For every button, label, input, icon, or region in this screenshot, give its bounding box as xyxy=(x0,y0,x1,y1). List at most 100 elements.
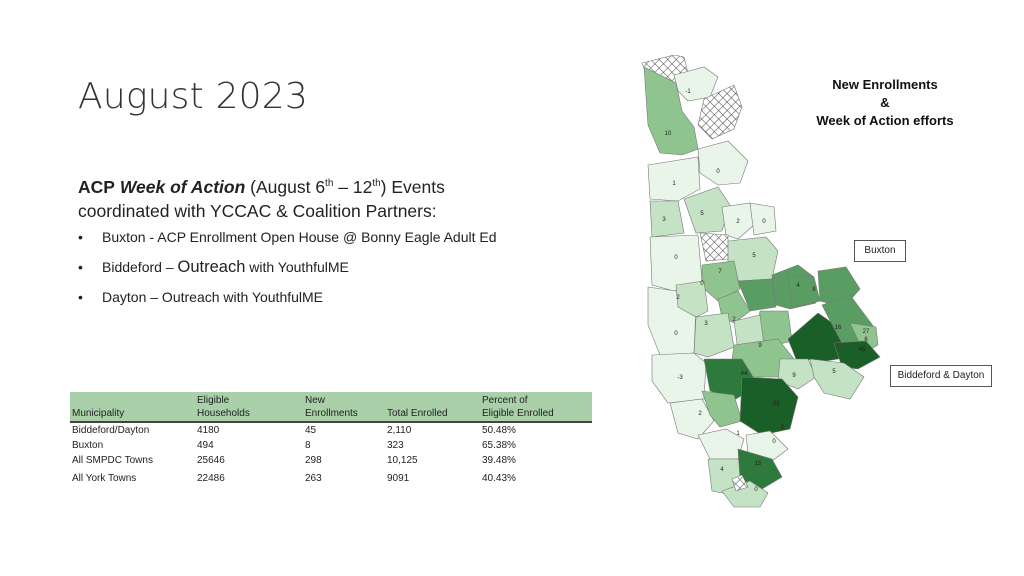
list-item: • Dayton – Outreach with YouthfulME xyxy=(78,288,598,306)
map-title: New Enrollments & Week of Action efforts xyxy=(816,77,954,128)
heading-sup-1: th xyxy=(325,178,334,189)
town-label: 10 xyxy=(665,131,672,137)
bullet-text-emphasis: Outreach xyxy=(177,258,246,276)
town-enrollment-map: -1 10 0 1 3 5 2 0 0 5 7 4 8 2 0 3 2 16 2… xyxy=(641,55,881,508)
callout-buxton: Buxton xyxy=(854,240,906,262)
cell-new: 45 xyxy=(305,425,317,436)
heading-date-end: – 12 xyxy=(338,176,373,197)
town-label: 4 xyxy=(796,283,800,289)
events-heading: ACP Week of Action (August 6th – 12th) E… xyxy=(78,172,518,223)
header-percent-enrolled: Percent of Eligible Enrolled xyxy=(480,392,592,423)
cell-percent: 50.48% xyxy=(482,425,516,436)
bullet-text: Dayton – Outreach with YouthfulME xyxy=(102,289,324,305)
town-label: 44 xyxy=(741,371,748,377)
header-eligible-households: Eligible Households xyxy=(195,392,303,423)
town-label: -1 xyxy=(685,89,691,95)
town-label: 5 xyxy=(832,369,836,375)
town-label: 33 xyxy=(773,401,780,407)
bullet-text: Buxton - ACP Enrollment Open House @ Bon… xyxy=(102,229,497,245)
town-label: 5 xyxy=(700,211,704,217)
town-region xyxy=(737,448,783,490)
cell-new: 298 xyxy=(305,455,322,466)
town-label: 9 xyxy=(758,343,762,349)
town-label: 9 xyxy=(792,373,796,379)
town-label: 2 xyxy=(698,411,702,417)
town-label: 2 xyxy=(780,425,784,431)
cell-percent: 65.38% xyxy=(482,440,516,451)
town-region xyxy=(651,352,707,404)
bullet-text: with YouthfulME xyxy=(249,259,349,275)
cell-eligible: 494 xyxy=(197,440,214,451)
town-hatched-south xyxy=(731,474,749,492)
town-region xyxy=(647,156,701,202)
table-row: All York Towns 22486 263 9091 40.43% xyxy=(70,468,592,486)
bullet-text: Biddeford – xyxy=(102,259,174,275)
cell-total: 10,125 xyxy=(387,455,418,466)
town-label: 0 xyxy=(772,439,776,445)
header-municipality: Municipality xyxy=(70,392,195,423)
callout-biddeford-dayton: Biddeford & Dayton xyxy=(890,365,992,387)
bullet-dot: • xyxy=(78,229,83,245)
town-label: 6 xyxy=(864,337,868,343)
cell-new: 263 xyxy=(305,473,322,484)
table-row: Buxton 494 8 323 65.38% xyxy=(70,438,592,453)
town-label: -3 xyxy=(677,375,683,381)
town-region xyxy=(739,376,799,436)
town-region xyxy=(809,358,865,400)
heading-week-of-action: Week of Action xyxy=(119,176,246,197)
town-label: 0 xyxy=(700,281,704,287)
cell-total: 323 xyxy=(387,440,404,451)
town-label: 27 xyxy=(863,329,870,335)
heading-acp: ACP xyxy=(78,176,115,197)
town-label: 45 xyxy=(859,347,866,353)
cell-total: 2,110 xyxy=(387,425,412,436)
town-label: 0 xyxy=(754,487,758,493)
town-region xyxy=(649,200,685,238)
cell-percent: 39.48% xyxy=(482,455,516,466)
town-region xyxy=(701,390,743,428)
town-label: 2 xyxy=(732,317,736,323)
heading-sup-2: th xyxy=(372,178,381,189)
list-item: • Buxton - ACP Enrollment Open House @ B… xyxy=(78,228,598,246)
bullet-dot: • xyxy=(78,259,83,275)
town-label: 0 xyxy=(762,219,766,225)
town-label: 1 xyxy=(672,181,676,187)
town-region xyxy=(693,312,735,358)
town-hatched-center xyxy=(699,232,729,262)
town-region xyxy=(675,280,709,318)
town-region xyxy=(697,140,749,186)
town-label: 15 xyxy=(755,461,762,467)
town-label: 2 xyxy=(736,219,740,225)
town-region xyxy=(745,430,789,462)
cell-eligible: 4180 xyxy=(197,425,220,436)
town-label: 7 xyxy=(718,269,722,275)
heading-rest: ) Events coordinated with YCCAC & Coalit… xyxy=(78,176,445,221)
town-label: 0 xyxy=(674,255,678,261)
town-region xyxy=(749,202,777,236)
town-label: 8 xyxy=(812,287,816,293)
enrollment-table: Municipality Eligible Households New Enrol… xyxy=(70,392,592,486)
list-item: • Biddeford – Outreach with YouthfulME xyxy=(78,258,598,276)
town-label: 1 xyxy=(736,431,740,437)
town-label: 2 xyxy=(676,295,680,301)
town-label: 3 xyxy=(704,321,708,327)
cell-municipality: Biddeford/Dayton xyxy=(72,425,150,436)
town-label: 4 xyxy=(720,467,724,473)
cell-municipality: Buxton xyxy=(72,440,104,451)
cell-percent: 40.43% xyxy=(482,473,516,484)
heading-date-start: (August 6 xyxy=(250,176,326,197)
cell-eligible: 22486 xyxy=(197,473,225,484)
table-row: Biddeford/Dayton 4180 45 2,110 50.48% xyxy=(70,422,592,438)
town-hatched-east xyxy=(697,84,743,140)
events-list: • Buxton - ACP Enrollment Open House @ B… xyxy=(78,228,598,318)
town-label: 3 xyxy=(662,217,666,223)
town-region xyxy=(697,428,745,460)
cell-eligible: 25646 xyxy=(197,455,225,466)
town-region xyxy=(721,202,755,240)
town-region xyxy=(669,398,715,440)
town-region xyxy=(777,358,817,390)
header-total-enrolled: Total Enrolled xyxy=(385,392,480,423)
town-label: 16 xyxy=(835,325,842,331)
bullet-dot: • xyxy=(78,289,83,305)
town-region xyxy=(737,278,777,312)
